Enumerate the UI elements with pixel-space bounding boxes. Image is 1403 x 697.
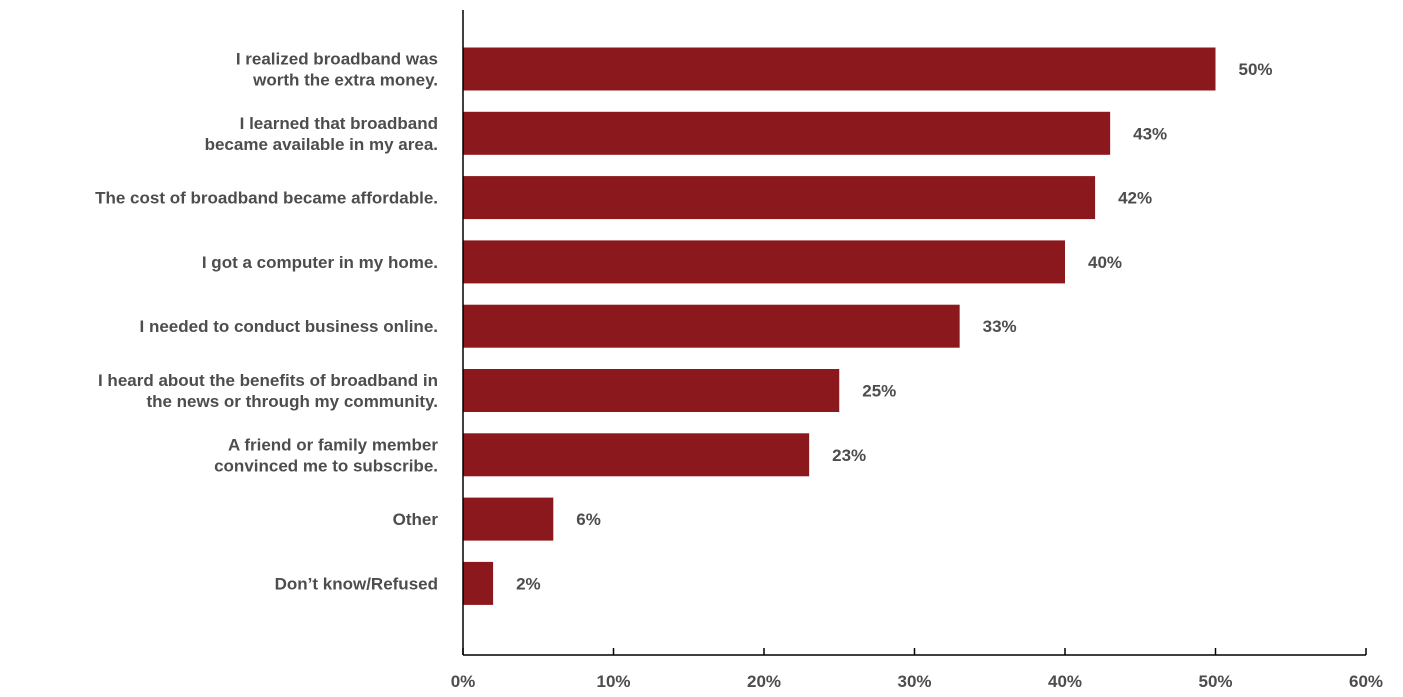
- value-label-2: 43%: [1133, 124, 1167, 143]
- category-label-line: I heard about the benefits of broadband …: [98, 371, 438, 390]
- x-tick-label-4: 30%: [897, 672, 931, 691]
- category-label-9: Don’t know/Refused: [275, 574, 438, 593]
- category-label-line: became available in my area.: [205, 135, 438, 154]
- bar-1: [463, 47, 1216, 91]
- category-label-line: I realized broadband was: [236, 50, 438, 69]
- x-tick-label-7: 60%: [1349, 672, 1383, 691]
- category-label-2: I learned that broadband became available…: [205, 114, 438, 154]
- category-label-3: The cost of broadband became affordable.: [95, 189, 438, 208]
- category-label-line: I got a computer in my home.: [202, 253, 438, 272]
- x-tick-label-5: 40%: [1048, 672, 1082, 691]
- bar-6: [463, 369, 840, 412]
- x-tick-label-3: 20%: [747, 672, 781, 691]
- category-label-line: The cost of broadband became affordable.: [95, 189, 438, 208]
- x-tick-label-6: 50%: [1198, 672, 1232, 691]
- x-tick-label-2: 10%: [596, 672, 630, 691]
- x-tick-label-1: 0%: [451, 672, 476, 691]
- value-label-4: 40%: [1088, 253, 1122, 272]
- value-label-3: 42%: [1118, 189, 1152, 208]
- value-label-1: 50%: [1239, 60, 1273, 79]
- bar-8: [463, 497, 554, 541]
- bar-9: [463, 561, 494, 605]
- category-label-line: convinced me to subscribe.: [214, 456, 438, 475]
- labels-layer: 50% I realized broadband was worth the ext…: [95, 50, 1383, 692]
- category-label-6: I heard about the benefits of broadband …: [98, 371, 438, 411]
- category-label-4: I got a computer in my home.: [202, 253, 438, 272]
- value-label-5: 33%: [983, 317, 1017, 336]
- category-label-line: I needed to conduct business online.: [140, 317, 438, 336]
- category-label-7: A friend or family member convinced me to…: [214, 435, 438, 475]
- bars-layer: [463, 47, 1216, 605]
- axes-layer: [462, 10, 1367, 656]
- category-label-line: the news or through my community.: [146, 392, 438, 411]
- category-label-8: Other: [393, 510, 439, 529]
- category-label-1: I realized broadband was worth the extra …: [236, 50, 438, 90]
- value-label-8: 6%: [576, 510, 601, 529]
- bar-5: [463, 304, 960, 348]
- category-label-line: I learned that broadband: [240, 114, 438, 133]
- category-label-line: A friend or family member: [228, 435, 438, 454]
- bar-3: [463, 176, 1096, 220]
- bar-2: [463, 111, 1111, 155]
- category-label-5: I needed to conduct business online.: [140, 317, 438, 336]
- value-label-6: 25%: [862, 382, 896, 401]
- category-label-line: Other: [393, 510, 439, 529]
- value-label-7: 23%: [832, 446, 866, 465]
- bar-7: [463, 433, 810, 477]
- category-label-line: Don’t know/Refused: [275, 574, 438, 593]
- category-label-line: worth the extra money.: [252, 71, 438, 90]
- value-label-9: 2%: [516, 574, 541, 593]
- bar-4: [463, 240, 1065, 284]
